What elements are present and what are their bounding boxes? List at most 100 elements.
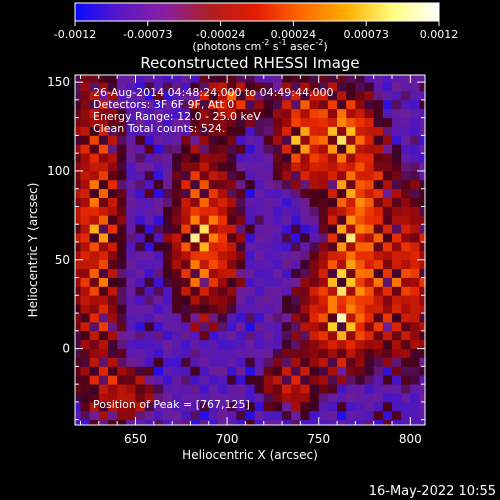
heatmap-cell — [217, 135, 228, 145]
heatmap-cell — [98, 197, 109, 207]
heatmap-cell — [117, 401, 127, 412]
heatmap-cell — [153, 153, 164, 163]
heatmap-cell — [282, 286, 292, 296]
heatmap-cell — [282, 126, 292, 136]
heatmap-cell — [236, 375, 246, 385]
heatmap-cell — [126, 313, 136, 323]
heatmap-cell — [373, 366, 384, 376]
heatmap-cell — [346, 286, 356, 296]
heatmap-cell — [89, 393, 100, 403]
heatmap-cell — [107, 242, 118, 252]
heatmap-cell — [254, 108, 265, 119]
heatmap-cell — [373, 153, 384, 163]
heatmap-cell — [172, 144, 182, 154]
heatmap-cell — [245, 179, 255, 190]
heatmap-cell — [153, 162, 164, 172]
y-tick-label: 0 — [62, 342, 70, 356]
heatmap-cell — [117, 259, 127, 270]
heatmap-cell — [282, 277, 292, 287]
heatmap-cell — [419, 268, 425, 278]
heatmap-cell — [382, 197, 393, 207]
heatmap-cell — [291, 144, 301, 154]
heatmap-cell — [401, 295, 411, 305]
heatmap-cell — [337, 126, 347, 136]
heatmap-cell — [236, 206, 246, 216]
heatmap-cell — [401, 75, 411, 83]
heatmap-image — [75, 75, 425, 425]
heatmap-cell — [337, 357, 347, 367]
heatmap-cell — [410, 250, 420, 261]
heatmap-cell — [208, 401, 219, 412]
heatmap-cell — [401, 419, 411, 425]
heatmap-cell — [401, 215, 411, 225]
heatmap-cell — [245, 357, 255, 367]
heatmap-cell — [327, 197, 338, 207]
heatmap-cell — [346, 90, 356, 101]
heatmap-cell — [318, 153, 329, 163]
heatmap-cell — [199, 259, 210, 270]
heatmap-cell — [107, 295, 118, 305]
heatmap-cell — [410, 188, 420, 198]
heatmap-cell — [75, 313, 81, 323]
heatmap-cell — [373, 268, 384, 278]
heatmap-cell — [410, 321, 420, 332]
heatmap-cell — [236, 126, 246, 136]
heatmap-cell — [227, 99, 237, 110]
heatmap-cell — [410, 197, 420, 207]
heatmap-cell — [410, 419, 420, 425]
heatmap-cell — [217, 304, 228, 314]
heatmap-cell — [245, 304, 255, 314]
heatmap-cell — [98, 170, 109, 181]
heatmap-cell — [236, 304, 246, 314]
heatmap-cell — [80, 268, 91, 278]
heatmap-cell — [144, 99, 155, 110]
heatmap-cell — [172, 224, 182, 234]
heatmap-cell — [327, 108, 338, 119]
heatmap-cell — [410, 339, 420, 349]
heatmap-cell — [190, 206, 201, 216]
heatmap-cell — [364, 90, 375, 101]
heatmap-cell — [419, 206, 425, 216]
heatmap-cell — [318, 286, 329, 296]
heatmap-cell — [263, 75, 274, 83]
heatmap-cell — [126, 153, 136, 163]
heatmap-cell — [117, 277, 127, 287]
heatmap-cell — [318, 375, 329, 385]
heatmap-cell — [181, 330, 191, 341]
heatmap-cell — [300, 259, 310, 270]
heatmap-cell — [199, 162, 210, 172]
heatmap-cell — [135, 286, 146, 296]
heatmap-cell — [126, 384, 136, 394]
heatmap-cell — [135, 215, 146, 225]
heatmap-cell — [419, 117, 425, 127]
heatmap-cell — [245, 135, 255, 145]
heatmap-cell — [300, 99, 310, 110]
heatmap-cell — [401, 330, 411, 341]
heatmap-cell — [272, 215, 283, 225]
heatmap-cell — [309, 357, 320, 367]
heatmap-cell — [327, 233, 338, 243]
heatmap-cell — [291, 321, 301, 332]
heatmap-cell — [291, 366, 301, 376]
heatmap-cell — [144, 286, 155, 296]
heatmap-cell — [199, 126, 210, 136]
heatmap-cell — [190, 170, 201, 181]
heatmap-cell — [263, 197, 274, 207]
heatmap-cell — [98, 153, 109, 163]
heatmap-cell — [208, 162, 219, 172]
heatmap-cell — [208, 144, 219, 154]
heatmap-cell — [300, 197, 310, 207]
heatmap-cell — [337, 117, 347, 127]
heatmap-cell — [337, 90, 347, 101]
heatmap-cell — [135, 99, 146, 110]
colorbar-tick-label: 0.00024 — [271, 28, 317, 41]
heatmap-cell — [392, 75, 402, 83]
heatmap-cell — [80, 339, 91, 349]
heatmap-cell — [89, 188, 100, 198]
heatmap-cell — [107, 259, 118, 270]
heatmap-cell — [126, 410, 136, 421]
heatmap-cell — [162, 233, 173, 243]
heatmap-cell — [98, 393, 109, 403]
heatmap-cell — [144, 162, 155, 172]
heatmap-cell — [401, 179, 411, 190]
